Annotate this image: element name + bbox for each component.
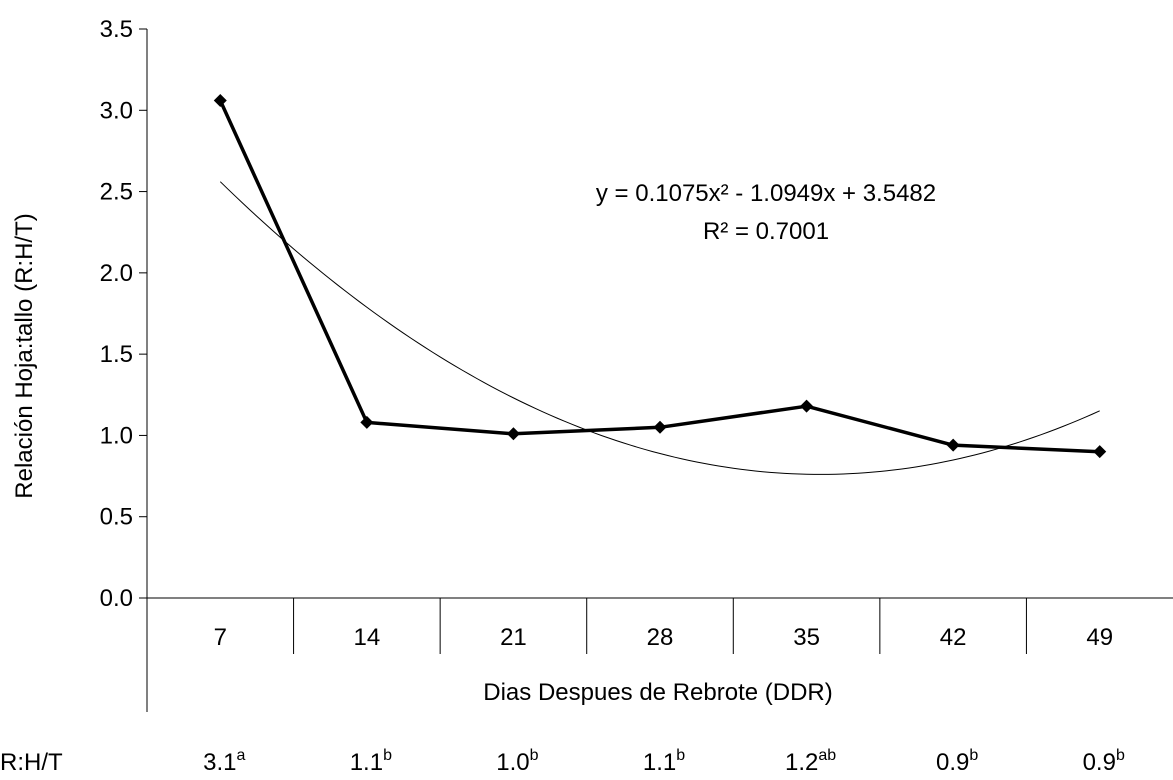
footer-value: 1.2ab [785, 747, 836, 776]
x-tick-label: 21 [500, 624, 527, 651]
x-tick-label: 7 [214, 624, 227, 651]
data-point [946, 438, 960, 452]
y-tick-label: 3.0 [100, 97, 133, 124]
footer-value-number: 3.1 [203, 749, 236, 776]
footer-value-superscript: b [1116, 747, 1125, 764]
x-tick-label: 28 [647, 624, 674, 651]
x-axis-label: Dias Despues de Rebrote (DDR) [483, 679, 832, 706]
footer-value-superscript: ab [818, 747, 836, 764]
footer-value: 3.1a [203, 747, 245, 776]
footer-value-number: 1.0 [496, 749, 529, 776]
y-tick-label: 0.5 [100, 504, 133, 531]
footer-value-number: 1.1 [350, 749, 383, 776]
footer-value-superscript: b [676, 747, 685, 764]
trendline-equation: y = 0.1075x² - 1.0949x + 3.5482 [596, 180, 936, 207]
x-tick-label: 35 [793, 624, 820, 651]
footer-value-superscript: b [530, 747, 539, 764]
trendline-r2: R² = 0.7001 [703, 218, 829, 245]
y-tick-label: 2.0 [100, 260, 133, 287]
footer-value: 0.9b [936, 747, 978, 776]
axes [146, 29, 1173, 712]
x-tick-label: 14 [354, 624, 381, 651]
footer-row-label: R:H/T [0, 749, 63, 776]
data-point [1093, 445, 1107, 459]
x-tick-label: 42 [940, 624, 967, 651]
footer-value-number: 1.1 [643, 749, 676, 776]
y-ticks: 0.0 0.5 1.0 1.5 2.0 2.5 3.0 3.5 [100, 16, 147, 612]
y-axis-label: Relación Hoja:tallo (R:H/T) [11, 213, 38, 498]
footer-value-superscript: a [237, 747, 246, 764]
data-point [653, 420, 667, 434]
series-group [213, 94, 1107, 459]
trendline-group [219, 181, 1100, 475]
footer-value: 1.1b [350, 747, 392, 776]
data-point [506, 427, 520, 441]
footer-value-superscript: b [383, 747, 392, 764]
trendline [219, 181, 1100, 475]
data-point [213, 94, 227, 108]
footer-value: 0.9b [1083, 747, 1125, 776]
y-tick-label: 3.5 [100, 16, 133, 43]
footer-row-values: 3.1a 1.1b 1.0b 1.1b 1.2ab 0.9b 0.9b [203, 747, 1125, 776]
footer-value-number: 0.9 [936, 749, 969, 776]
series-line [218, 99, 1100, 454]
footer-value-superscript: b [969, 747, 978, 764]
data-point [360, 415, 374, 429]
x-tick-label: 49 [1086, 624, 1113, 651]
footer-value-number: 0.9 [1083, 749, 1116, 776]
y-tick-label: 1.0 [100, 422, 133, 449]
x-ticks: 7 14 21 28 35 42 49 [214, 598, 1113, 654]
data-point [800, 399, 814, 413]
footer-value-number: 1.2 [785, 749, 818, 776]
y-tick-label: 1.5 [100, 341, 133, 368]
y-tick-label: 2.5 [100, 179, 133, 206]
y-tick-label: 0.0 [100, 585, 133, 612]
footer-value: 1.0b [496, 747, 538, 776]
footer-value: 1.1b [643, 747, 685, 776]
